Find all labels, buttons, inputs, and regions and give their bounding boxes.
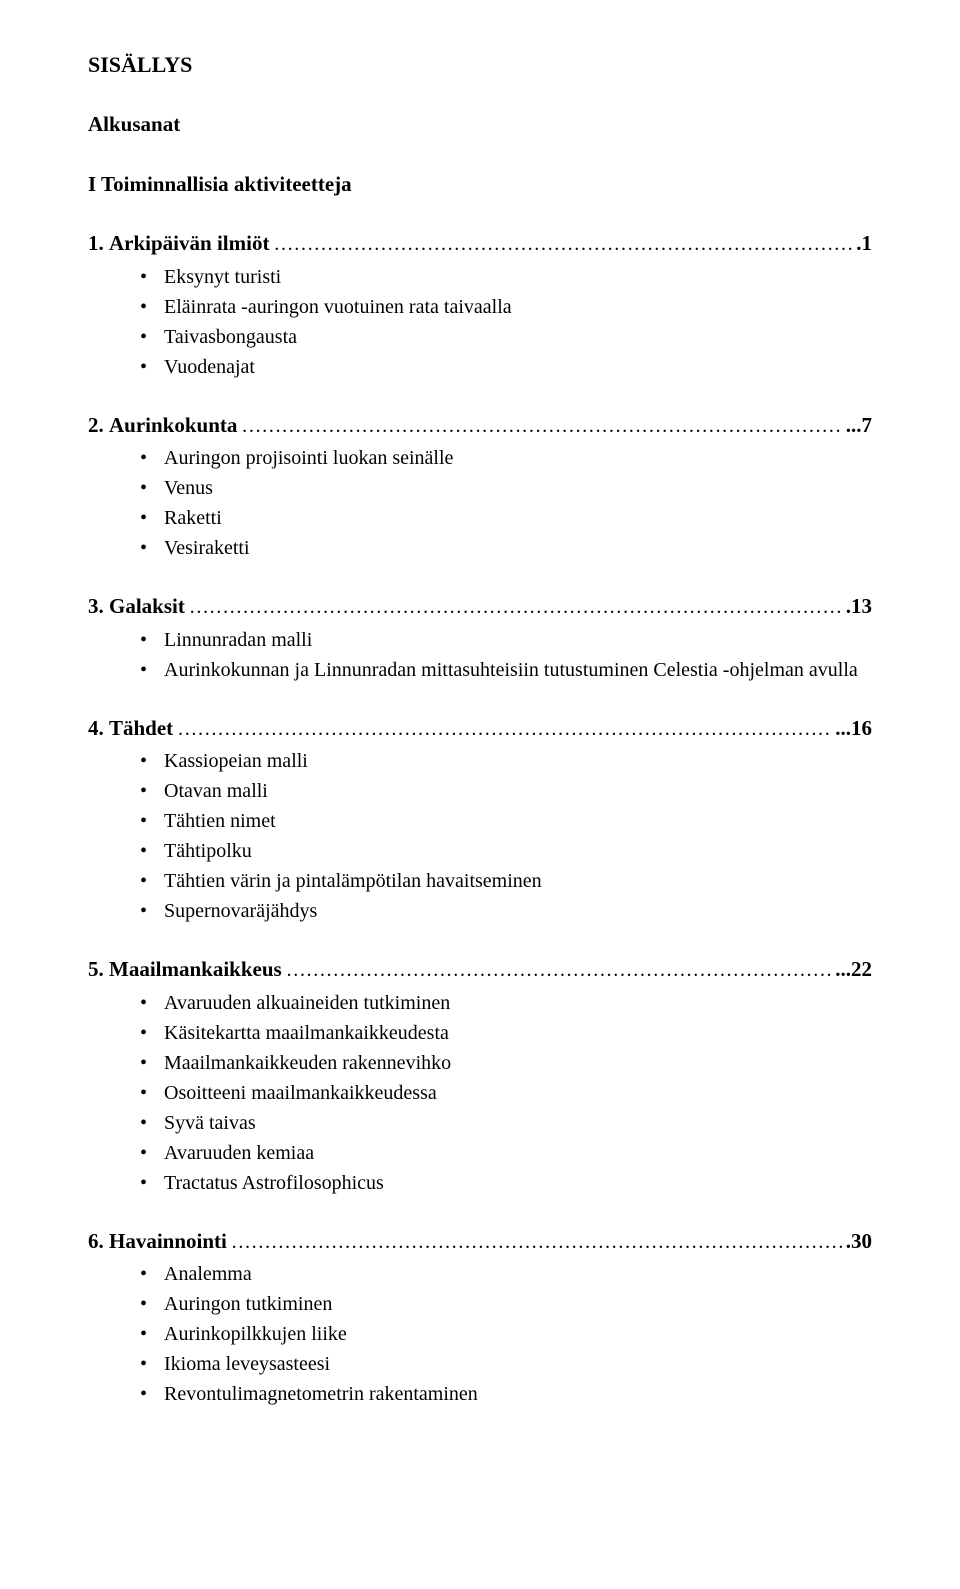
toc-item: Syvä taivas bbox=[140, 1108, 872, 1138]
toc-item: Käsitekartta maailmankaikkeudesta bbox=[140, 1018, 872, 1048]
toc-item: Eläinrata -auringon vuotuinen rata taiva… bbox=[140, 292, 872, 322]
toc-leader-dots bbox=[241, 411, 841, 441]
toc-section-number: 5. bbox=[88, 954, 109, 986]
toc-section-number: 1. bbox=[88, 228, 109, 260]
toc-page-number: .1 bbox=[856, 228, 872, 260]
toc-page-number: ...7 bbox=[846, 410, 872, 442]
toc-page-number: ...22 bbox=[835, 954, 872, 986]
part-heading: I Toiminnallisia aktiviteetteja bbox=[88, 169, 872, 201]
toc-item: Tractatus Astrofilosophicus bbox=[140, 1168, 872, 1198]
toc-section: 3. Galaksit .13Linnunradan malliAurinkoku… bbox=[88, 591, 872, 685]
toc-item: Analemma bbox=[140, 1259, 872, 1289]
toc-item: Otavan malli bbox=[140, 776, 872, 806]
toc-item-list: Kassiopeian malliOtavan malliTähtien nim… bbox=[88, 746, 872, 926]
toc-leader-dots bbox=[231, 1227, 842, 1257]
toc-item: Venus bbox=[140, 473, 872, 503]
toc-item: Avaruuden alkuaineiden tutkiminen bbox=[140, 988, 872, 1018]
toc-item: Kassiopeian malli bbox=[140, 746, 872, 776]
toc-item: Vuodenajat bbox=[140, 352, 872, 382]
toc-page-number: .13 bbox=[846, 591, 872, 623]
toc-section-label: Arkipäivän ilmiöt bbox=[109, 228, 269, 260]
toc-section: 1. Arkipäivän ilmiöt .1Eksynyt turistiElä… bbox=[88, 228, 872, 382]
toc-page-number: ...16 bbox=[835, 713, 872, 745]
toc-item: Vesiraketti bbox=[140, 533, 872, 563]
toc-section-label: Tähdet bbox=[109, 713, 173, 745]
toc-item-list: Linnunradan malliAurinkokunnan ja Linnun… bbox=[88, 625, 872, 685]
toc-item: Supernovaräjähdys bbox=[140, 896, 872, 926]
toc-section-heading: 4. Tähdet ...16 bbox=[88, 713, 872, 745]
toc-section-label: Galaksit bbox=[109, 591, 185, 623]
toc-item: Auringon tutkiminen bbox=[140, 1289, 872, 1319]
toc-leader-dots bbox=[273, 229, 852, 259]
toc-sections: 1. Arkipäivän ilmiöt .1Eksynyt turistiElä… bbox=[88, 228, 872, 1409]
toc-leader-dots bbox=[286, 955, 832, 985]
toc-section-label: Havainnointi bbox=[109, 1226, 227, 1258]
toc-item: Avaruuden kemiaa bbox=[140, 1138, 872, 1168]
toc-item: Tähtipolku bbox=[140, 836, 872, 866]
toc-item: Eksynyt turisti bbox=[140, 262, 872, 292]
toc-item: Taivasbongausta bbox=[140, 322, 872, 352]
toc-section-heading: 2. Aurinkokunta ...7 bbox=[88, 410, 872, 442]
toc-section-heading: 3. Galaksit .13 bbox=[88, 591, 872, 623]
toc-section-number: 3. bbox=[88, 591, 109, 623]
toc-item-list: Eksynyt turistiEläinrata -auringon vuotu… bbox=[88, 262, 872, 382]
toc-item: Osoitteeni maailmankaikkeudessa bbox=[140, 1078, 872, 1108]
toc-item: Maailmankaikkeuden rakennevihko bbox=[140, 1048, 872, 1078]
toc-item-list: Auringon projisointi luokan seinälleVenu… bbox=[88, 443, 872, 563]
toc-section-number: 6. bbox=[88, 1226, 109, 1258]
toc-item: Linnunradan malli bbox=[140, 625, 872, 655]
toc-item-list: Avaruuden alkuaineiden tutkiminenKäsitek… bbox=[88, 988, 872, 1198]
toc-item: Raketti bbox=[140, 503, 872, 533]
toc-item: Tähtien nimet bbox=[140, 806, 872, 836]
page-title: SISÄLLYS bbox=[88, 48, 872, 81]
toc-section: 2. Aurinkokunta ...7Auringon projisointi … bbox=[88, 410, 872, 564]
subheading-alkusanat: Alkusanat bbox=[88, 109, 872, 141]
toc-leader-dots bbox=[177, 714, 831, 744]
toc-section: 6. Havainnointi .30AnalemmaAuringon tutki… bbox=[88, 1226, 872, 1410]
toc-item: Auringon projisointi luokan seinälle bbox=[140, 443, 872, 473]
toc-item-list: AnalemmaAuringon tutkiminenAurinkopilkku… bbox=[88, 1259, 872, 1409]
toc-leader-dots bbox=[189, 592, 842, 622]
toc-section-number: 2. bbox=[88, 410, 109, 442]
toc-item: Revontulimagnetometrin rakentaminen bbox=[140, 1379, 872, 1409]
toc-section-number: 4. bbox=[88, 713, 109, 745]
toc-section-heading: 6. Havainnointi .30 bbox=[88, 1226, 872, 1258]
toc-item: Ikioma leveysasteesi bbox=[140, 1349, 872, 1379]
toc-section-heading: 5. Maailmankaikkeus ...22 bbox=[88, 954, 872, 986]
toc-item: Aurinkopilkkujen liike bbox=[140, 1319, 872, 1349]
toc-section-label: Maailmankaikkeus bbox=[109, 954, 282, 986]
toc-section-label: Aurinkokunta bbox=[109, 410, 237, 442]
toc-section: 5. Maailmankaikkeus ...22Avaruuden alkuai… bbox=[88, 954, 872, 1198]
toc-item: Aurinkokunnan ja Linnunradan mittasuhtei… bbox=[140, 655, 872, 685]
toc-page-number: .30 bbox=[846, 1226, 872, 1258]
toc-item: Tähtien värin ja pintalämpötilan havaits… bbox=[140, 866, 872, 896]
toc-section-heading: 1. Arkipäivän ilmiöt .1 bbox=[88, 228, 872, 260]
toc-section: 4. Tähdet ...16Kassiopeian malliOtavan ma… bbox=[88, 713, 872, 927]
